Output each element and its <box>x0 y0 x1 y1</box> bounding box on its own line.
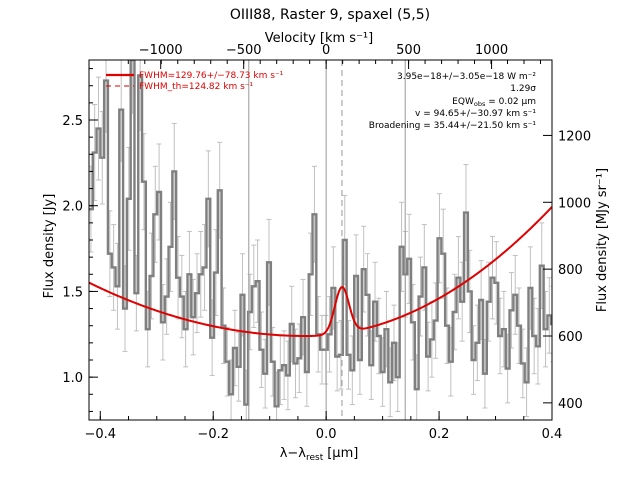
error-bars <box>89 60 552 420</box>
right-tick-label: 400 <box>558 397 583 412</box>
fit-annotations: 3.95e−18+/−3.05e−18 W m⁻² 1.29σ EQWobs =… <box>369 72 537 131</box>
x-tick-label: 0.2 <box>429 427 450 442</box>
annotation-significance: 1.29σ <box>510 84 536 94</box>
annotation-eqw-sub: obs <box>474 100 486 108</box>
y2-axis-label: Flux density [MJy sr⁻¹] <box>595 168 610 312</box>
y-tick-label: 1.0 <box>62 371 83 386</box>
annotation-broadening: Broadening = 35.44+/−21.50 km s⁻¹ <box>369 121 537 131</box>
legend-fwhm-text: FWHM=129.76+/−78.73 km s⁻¹ <box>139 71 284 81</box>
legend: FWHM=129.76+/−78.73 km s⁻¹ FWHM_th=124.8… <box>106 71 284 92</box>
chart-title: OIII88, Raster 9, spaxel (5,5) <box>230 7 430 23</box>
top-tick-label: −1000 <box>139 43 183 58</box>
right-tick-label: 600 <box>558 330 583 345</box>
annotation-line-flux: 3.95e−18+/−3.05e−18 W m⁻² <box>397 72 536 82</box>
right-tick-label: 1000 <box>558 196 591 211</box>
y-tick-label: 2.5 <box>62 114 83 129</box>
x-tick-label: 0.0 <box>316 427 337 442</box>
x-axis-label: λ−λrest [μm] <box>280 446 359 463</box>
y-tick-label: 1.5 <box>62 285 83 300</box>
fit-curve <box>89 206 552 337</box>
x-axis-label-sub: rest <box>306 453 324 463</box>
top-axis-label: Velocity [km s⁻¹] <box>265 31 373 46</box>
right-tick-label: 800 <box>558 263 583 278</box>
annotation-eqw: EQWobs = 0.02 μm <box>452 97 536 108</box>
spectrum-series <box>89 60 552 408</box>
top-tick-label: 1000 <box>475 43 508 58</box>
x-tick-label: −0.2 <box>197 427 229 442</box>
annotation-velocity: v = 94.65+/−30.97 km s⁻¹ <box>415 109 536 119</box>
right-tick-label: 1200 <box>558 129 591 144</box>
y-tick-label: 2.0 <box>62 200 83 215</box>
fit-series <box>89 206 552 337</box>
reference-lines <box>248 60 406 420</box>
legend-fwhm-th-text: FWHM_th=124.82 km s⁻¹ <box>139 82 254 92</box>
top-tick-label: −500 <box>226 43 262 58</box>
axis-ticks: −0.4 −0.2 0.0 0.2 0.4 1.0 1.5 2.0 2.5 −1000 −500 0 5… <box>62 43 591 442</box>
annotation-eqw-label: EQW <box>452 97 474 107</box>
x-tick-label: −0.4 <box>85 427 117 442</box>
spectrum-line <box>89 60 552 408</box>
x-axis-label-main: λ−λ <box>280 446 307 461</box>
x-axis-label-unit: [μm] <box>327 446 358 461</box>
annotation-eqw-value: = 0.02 μm <box>485 97 536 107</box>
x-tick-label: 0.4 <box>542 427 563 442</box>
top-tick-label: 0 <box>322 43 330 58</box>
y-axis-label: Flux density [Jy] <box>42 194 57 299</box>
top-tick-label: 500 <box>396 43 421 58</box>
